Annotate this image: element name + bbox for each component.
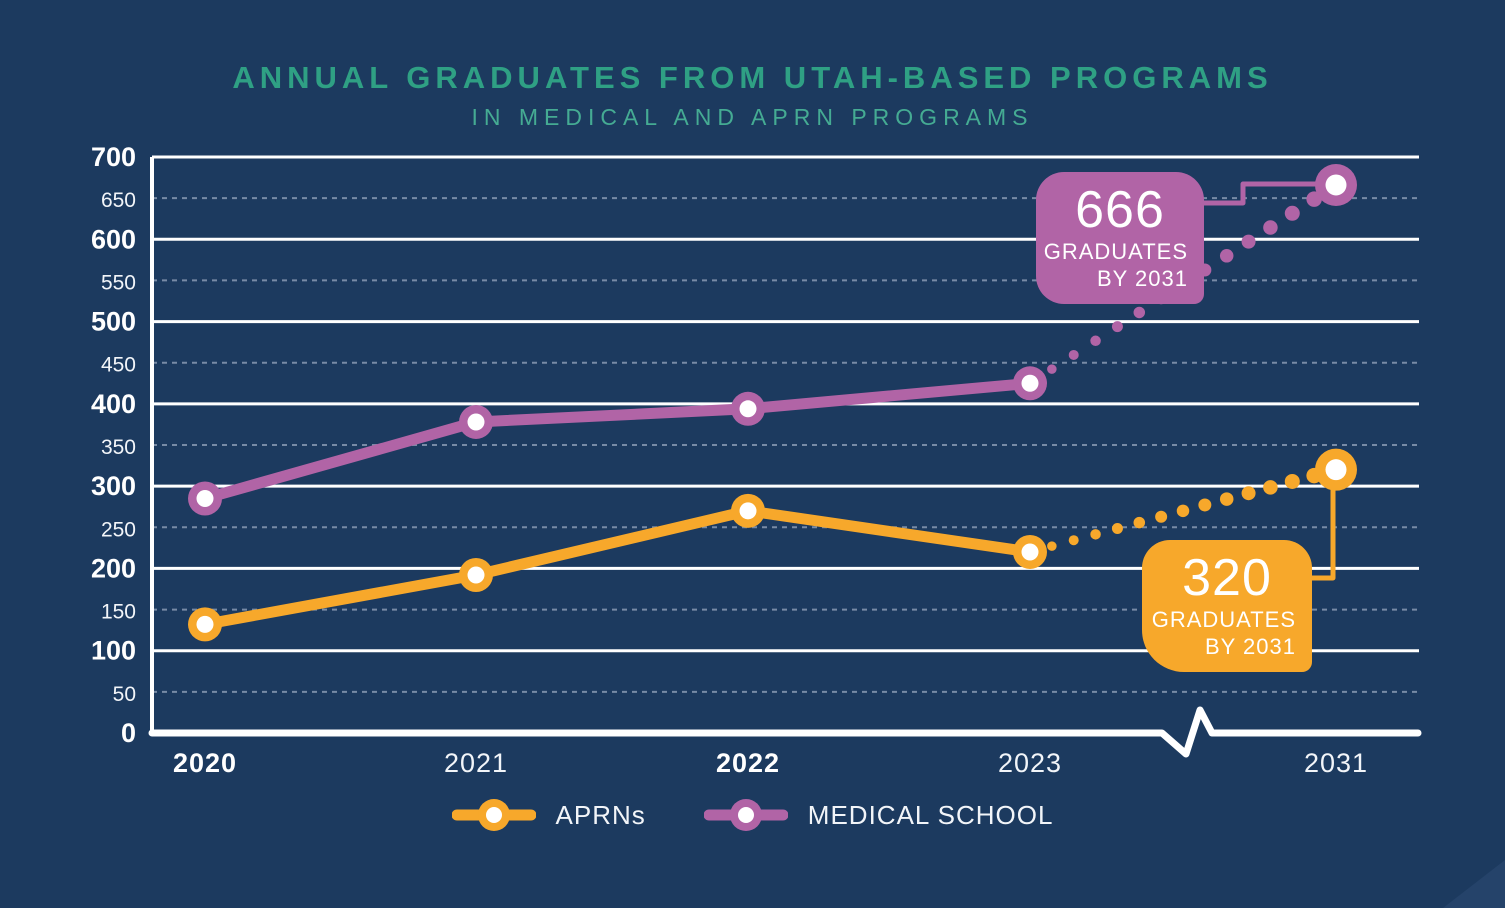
- projection-dot: [1133, 306, 1146, 319]
- y-tick-label: 450: [101, 354, 136, 377]
- gridlines: [152, 155, 1419, 693]
- y-tick-label: 150: [101, 601, 136, 624]
- projection-dot: [1241, 234, 1256, 249]
- x-axis-line-with-break: [148, 706, 1422, 758]
- y-tick-label: 650: [101, 189, 136, 212]
- legend-item-medical-school: MEDICAL SCHOOL: [703, 794, 1054, 836]
- series-line-1: [199, 377, 1036, 504]
- legend-item-aprns: APRNs: [451, 794, 646, 836]
- y-axis-labels: 0 50 100 150 200 250 300 350 400 450 500 550 600 650 7…: [91, 142, 136, 748]
- series-line-0: [199, 505, 1036, 630]
- y-tick-label: 550: [101, 271, 136, 294]
- markers-0: [188, 448, 1357, 642]
- callout-aprn-line2: GRADUATES: [1151, 606, 1296, 632]
- chart-title: ANNUAL GRADUATES FROM UTAH-BASED PROGRAM…: [232, 60, 1273, 95]
- callout-medical-line2: GRADUATES: [1043, 238, 1188, 264]
- connector-medical: [1203, 181, 1336, 206]
- markers-1: [188, 163, 1357, 516]
- data-point-center: [1021, 374, 1039, 392]
- projection-dot: [1111, 321, 1123, 333]
- callout-aprn-320: 320 GRADUATES BY 2031: [1142, 540, 1312, 672]
- projection-dot: [1219, 249, 1234, 263]
- projection-dot: [1198, 498, 1212, 512]
- projection-dot: [1176, 504, 1190, 518]
- aprn-line-marker-icon: [451, 799, 536, 831]
- projection-dot: [1047, 364, 1057, 374]
- y-tick-label: 300: [91, 471, 136, 501]
- projection-dot: [1111, 522, 1123, 534]
- projection-dot: [1284, 473, 1300, 489]
- projection-dots-0: [1047, 467, 1322, 551]
- legend: APRNs MEDICAL SCHOOL: [0, 794, 1505, 836]
- data-point-center: [1021, 543, 1039, 561]
- projection-dot: [1284, 205, 1300, 221]
- legend-label-aprns: APRNs: [555, 799, 646, 830]
- y-tick-label: 500: [91, 307, 136, 337]
- projection-dot: [1047, 541, 1057, 551]
- callout-medical-666: 666 GRADUATES BY 2031: [1036, 172, 1204, 304]
- x-tick-label: 2031: [1304, 748, 1368, 778]
- data-point-center: [196, 489, 214, 507]
- callout-aprn-line3: BY 2031: [1204, 634, 1296, 660]
- projection-dot: [1133, 516, 1146, 529]
- callout-medical-headline: 666: [1075, 181, 1165, 240]
- projection-dot: [1090, 335, 1101, 347]
- chart-subtitle: IN MEDICAL AND APRN PROGRAMS: [471, 104, 1034, 130]
- projection-dot: [1263, 220, 1278, 235]
- y-tick-label: 250: [101, 518, 136, 541]
- y-tick-label: 50: [113, 683, 136, 706]
- y-tick-label: 400: [91, 389, 136, 419]
- projection-dot: [1263, 480, 1278, 495]
- y-tick-label: 0: [121, 718, 136, 748]
- data-point-center: [467, 566, 485, 584]
- projection-dot: [1219, 492, 1234, 506]
- projection-dot: [1155, 510, 1168, 523]
- legend-label-medical-school: MEDICAL SCHOOL: [807, 799, 1054, 830]
- data-point-center: [739, 502, 757, 520]
- x-axis-labels: 2020 2021 2022 2023 2031: [173, 748, 1368, 778]
- y-tick-label: 700: [91, 142, 136, 172]
- projection-dot: [1068, 349, 1079, 360]
- data-point-center: [467, 413, 485, 431]
- projection-dot: [1090, 529, 1101, 540]
- y-tick-label: 100: [91, 636, 136, 666]
- corner-accent-triangle: [1443, 860, 1505, 908]
- x-tick-label: 2020: [173, 748, 237, 778]
- medical-line-marker-icon: [703, 799, 788, 831]
- x-tick-label: 2023: [998, 748, 1062, 778]
- projection-dot: [1068, 535, 1079, 546]
- data-point-center: [1325, 174, 1347, 196]
- data-point-center: [1325, 459, 1347, 481]
- data-point-center: [196, 615, 214, 633]
- projection-dot: [1241, 486, 1256, 501]
- x-tick-label: 2022: [716, 748, 780, 778]
- y-tick-label: 600: [91, 224, 136, 254]
- data-point-center: [739, 400, 757, 418]
- y-tick-label: 200: [91, 553, 136, 583]
- connector-aprn: [1312, 463, 1336, 581]
- callout-aprn-headline: 320: [1182, 549, 1272, 608]
- callout-medical-line3: BY 2031: [1096, 266, 1188, 292]
- y-tick-label: 350: [101, 436, 136, 459]
- x-tick-label: 2021: [444, 748, 508, 778]
